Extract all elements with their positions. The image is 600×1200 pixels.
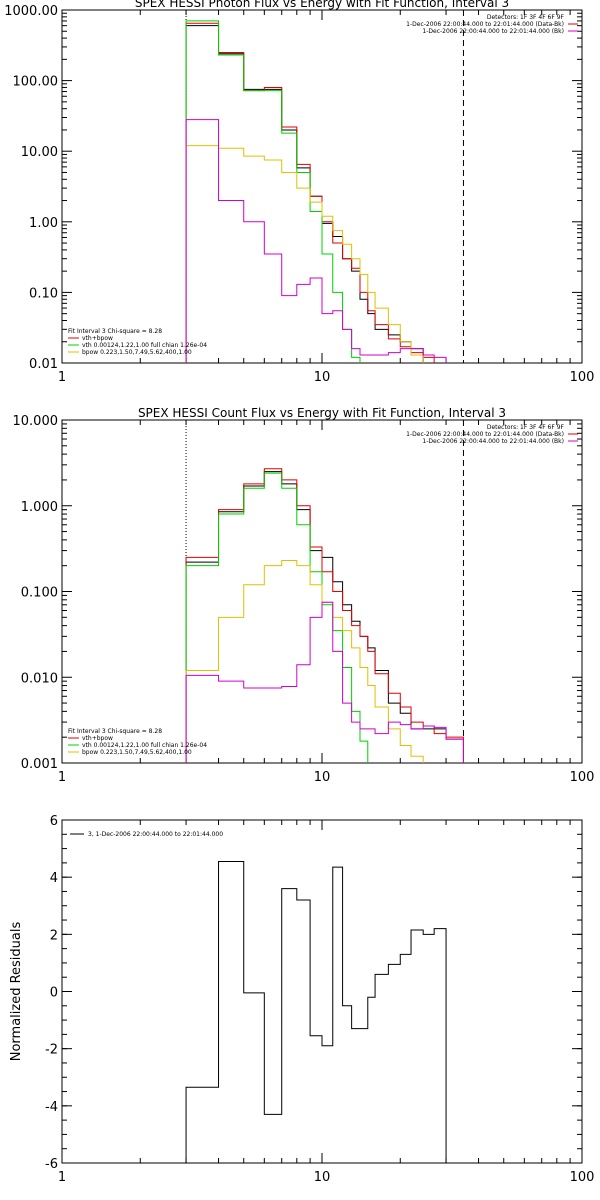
- series-bk-line-0: [185, 119, 447, 363]
- info-text-right-1: 1-Dec-2006 22:00:44.000 to 22:01:44.000 …: [406, 431, 564, 438]
- series-bpow-line-1: [185, 559, 424, 763]
- x-tick-label-2: 100: [570, 1170, 595, 1185]
- series-data-line-2: [185, 860, 447, 1163]
- info-text-left-1: bpow 0.223,1.50,7.49,5.62,400,1.00: [82, 749, 192, 756]
- x-tick-label-2: 10: [314, 1170, 331, 1185]
- info-text-right-0: 1-Dec-2006 22:00:44.000 to 22:01:44.000 …: [422, 28, 564, 35]
- info-text-left-0: vth+bpow: [82, 335, 113, 342]
- series-vth-line-1: [185, 472, 369, 763]
- y-tick-label-0: 0.10: [29, 286, 58, 301]
- y-tick-label-2: 2: [50, 928, 58, 943]
- x-tick-label-0: 100: [570, 370, 595, 385]
- info-text-left-1: vth 0.00124,1.22,1.00 full chian 1.26e-0…: [82, 742, 207, 749]
- y-tick-label-1: 1.000: [21, 500, 58, 515]
- series-bpow-line-0: [185, 145, 424, 363]
- y-tick-label-2: -4: [45, 1100, 58, 1115]
- series-total-line-0: [185, 22, 435, 363]
- info-text-right-1: 1-Dec-2006 22:00:44.000 to 22:01:44.000 …: [422, 438, 564, 445]
- x-tick-label-1: 10: [314, 770, 331, 785]
- chart-title-1: SPEX HESSI Count Flux vs Energy with Fit…: [138, 406, 506, 420]
- y-tick-label-2: 0: [50, 986, 58, 1001]
- info-text-left-0: Fit Interval 3 Chi-square = 8.28: [68, 328, 162, 335]
- plot-frame-2: [61, 819, 583, 1164]
- y-tick-label-2: -6: [45, 1157, 58, 1172]
- y-tick-label-0: 1.00: [29, 216, 58, 231]
- chart-title-0: SPEX HESSI Photon Flux vs Energy with Fi…: [135, 0, 509, 10]
- x-tick-label-1: 100: [570, 770, 595, 785]
- y-tick-label-2: -2: [45, 1043, 58, 1058]
- legend-text-2: 3, 1-Dec-2006 22:00:44.000 to 22:01:44.0…: [88, 831, 223, 838]
- y-tick-label-1: 0.001: [21, 757, 58, 772]
- y-tick-label-1: 0.100: [21, 586, 58, 601]
- y-tick-label-0: 1000.00: [4, 4, 58, 19]
- y-tick-label-1: 0.010: [21, 671, 58, 686]
- x-tick-label-2: 1: [58, 1170, 66, 1185]
- info-text-left-0: vth 0.00124,1.22,1.00 full chian 1.26e-0…: [82, 342, 207, 349]
- info-text-left-1: vth+bpow: [82, 735, 113, 742]
- y-tick-label-2: 6: [50, 814, 58, 829]
- info-text-left-1: Fit Interval 3 Chi-square = 8.28: [68, 728, 162, 735]
- x-tick-label-0: 10: [314, 370, 331, 385]
- y-tick-label-0: 10.00: [21, 145, 58, 160]
- x-tick-label-0: 1: [58, 370, 66, 385]
- y-tick-label-0: 100.00: [13, 75, 59, 90]
- series-vth-line-0: [185, 20, 361, 363]
- info-text-right-0: 1-Dec-2006 22:00:44.000 to 22:01:44.000 …: [406, 21, 564, 28]
- series-total-line-1: [185, 468, 464, 763]
- y-tick-label-2: 4: [50, 871, 58, 886]
- info-text-left-0: bpow 0.223,1.50,7.49,5.62,400,1.00: [82, 349, 192, 356]
- info-text-right-0: Detectors: 1F 3F 4F 6F 9F: [487, 14, 565, 21]
- series-bk-line-1: [185, 601, 464, 763]
- x-tick-label-1: 1: [58, 770, 66, 785]
- y-tick-label-0: 0.01: [29, 357, 58, 372]
- series-data-line-0: [185, 25, 424, 363]
- info-text-right-1: Detectors: 1F 3F 4F 6F 9F: [487, 424, 565, 431]
- y-axis-label-2: Normalized Residuals: [9, 922, 24, 1062]
- y-tick-label-1: 10.000: [13, 414, 59, 429]
